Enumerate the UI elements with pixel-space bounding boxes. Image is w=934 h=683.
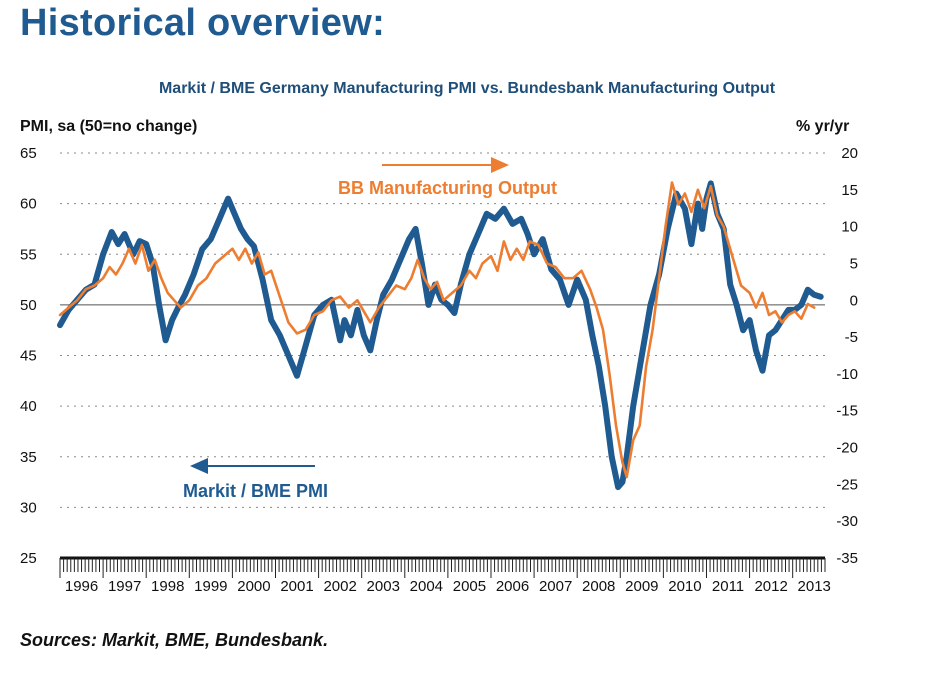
x-tick-label: 1999 [194, 578, 227, 595]
x-tick-label: 2013 [798, 578, 831, 595]
x-tick-label: 2000 [237, 578, 270, 595]
x-tick-label: 2008 [582, 578, 615, 595]
left-tick-label: 30 [20, 499, 37, 516]
x-tick-label: 2009 [625, 578, 658, 595]
left-tick-label: 25 [20, 550, 37, 567]
right-axis-unit-label: % yr/yr [796, 118, 850, 135]
right-tick-label: 0 [850, 292, 858, 309]
pmi-series-line [57, 180, 824, 491]
gridlines [60, 152, 825, 508]
chart-title: Markit / BME Germany Manufacturing PMI v… [158, 80, 776, 97]
x-tick-label: 1996 [65, 578, 98, 595]
x-tick-label: 2005 [453, 578, 486, 595]
right-tick-label: 20 [841, 145, 858, 162]
sources-note: Sources: Markit, BME, Bundesbank. [20, 630, 329, 650]
output-series-line [58, 181, 816, 479]
left-axis-unit-label: PMI, sa (50=no change) [20, 118, 198, 135]
right-tick-label: -10 [836, 366, 858, 383]
series-layer [57, 180, 824, 491]
x-axis: 1996 1997 1998 1999 2000 2001 2002 2003 2004 2005… [59, 556, 831, 595]
right-tick-label: 10 [841, 219, 858, 236]
left-tick-label: 60 [20, 196, 37, 213]
page-heading: Historical overview: [20, 2, 386, 44]
left-tick-label: 35 [20, 449, 37, 466]
x-tick-label: 2011 [712, 578, 744, 595]
left-tick-label: 40 [20, 398, 37, 415]
x-tick-label: 2010 [668, 578, 701, 595]
x-tick-label: 2001 [280, 578, 313, 595]
right-tick-label: -5 [845, 329, 858, 346]
x-tick-label: 2006 [496, 578, 529, 595]
annotations: BB Manufacturing Output Markit / BME PMI [183, 157, 557, 501]
x-tick-label: 1997 [108, 578, 141, 595]
right-tick-label: -20 [836, 440, 858, 457]
x-tick-label: 2012 [754, 578, 787, 595]
output-series-label: BB Manufacturing Output [338, 178, 557, 198]
right-tick-label: 15 [841, 182, 858, 199]
right-tick-label: -15 [836, 403, 858, 420]
left-tick-label: 55 [20, 246, 37, 263]
x-tick-label: 1998 [151, 578, 184, 595]
left-tick-label: 65 [20, 145, 37, 162]
left-axis-ticks: 65 60 55 50 45 40 35 30 25 [20, 145, 37, 567]
x-tick-label: 2004 [410, 578, 443, 595]
right-tick-label: -25 [836, 476, 858, 493]
x-tick-label: 2003 [367, 578, 400, 595]
x-tick-label: 2007 [539, 578, 572, 595]
right-axis-ticks: 20 15 10 5 0 -5 -10 -15 -20 -25 -30 -35 [836, 145, 858, 567]
right-tick-label: -35 [836, 550, 858, 567]
right-tick-label: -30 [836, 513, 858, 530]
x-tick-label: 2002 [323, 578, 356, 595]
left-tick-label: 50 [20, 297, 37, 314]
left-tick-label: 45 [20, 348, 37, 365]
right-tick-label: 5 [850, 255, 858, 272]
pmi-series-label: Markit / BME PMI [183, 481, 328, 501]
